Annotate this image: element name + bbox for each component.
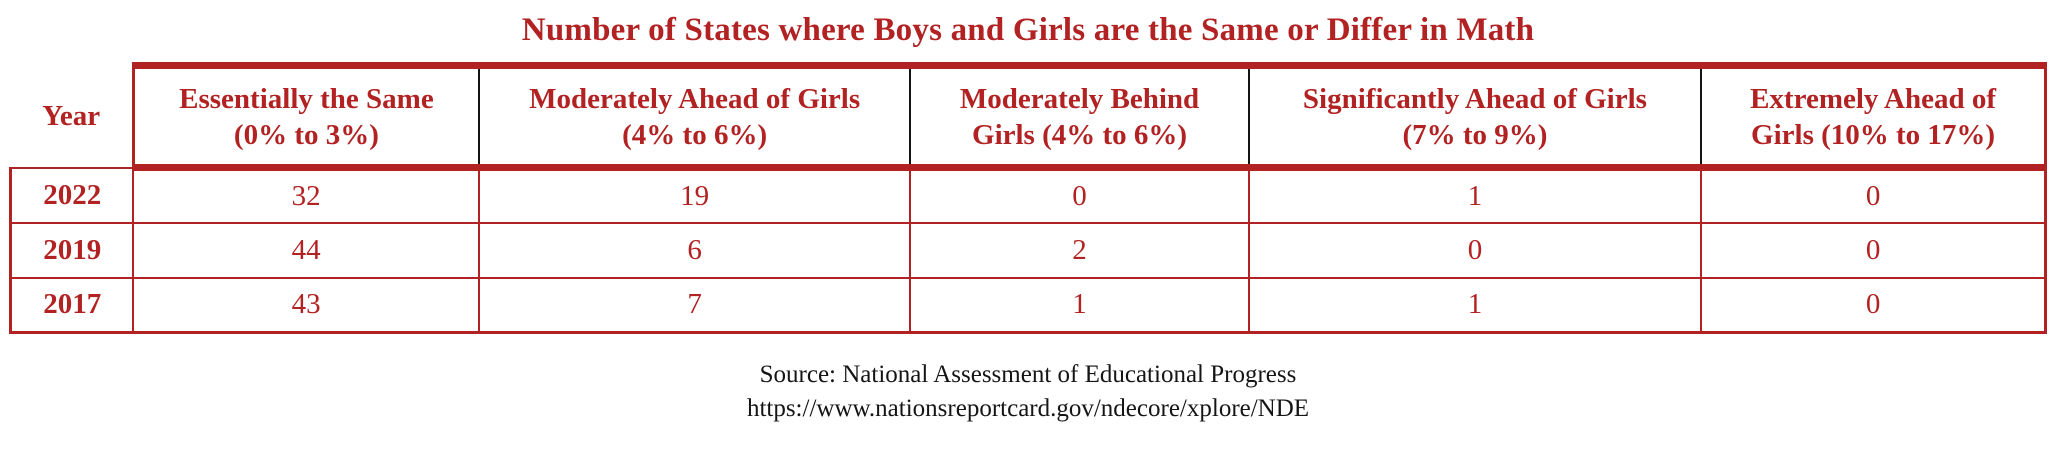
- header-row: Year Essentially the Same (0% to 3%) Mod…: [10, 62, 2048, 171]
- header-line-1: Moderately Behind: [959, 82, 1200, 115]
- table-row-2022: 2022 32 19 0 1 0: [9, 166, 2048, 224]
- table-cell: 0: [1700, 166, 2048, 224]
- table-cell: 44: [132, 221, 480, 279]
- header-line-2: Girls (4% to 6%): [972, 118, 1188, 151]
- table-cell: 32: [132, 166, 480, 224]
- table-cell: 0: [1700, 276, 2048, 334]
- table-row-2019: 2019 44 6 2 0 0: [9, 221, 2048, 279]
- table-cell: 2: [909, 221, 1250, 279]
- source-line: Source: National Assessment of Education…: [759, 361, 1297, 388]
- header-line-2: (4% to 6%): [622, 118, 768, 151]
- data-table: Year Essentially the Same (0% to 3%) Mod…: [9, 62, 2048, 334]
- row-year: 2017: [9, 276, 135, 334]
- table-cell: 19: [477, 166, 912, 224]
- header-line-2: Girls (10% to 17%): [1751, 118, 1996, 151]
- page-title: Number of States where Boys and Girls ar…: [521, 12, 1535, 48]
- source-url: https://www.nationsreportcard.gov/ndecor…: [746, 395, 1310, 422]
- table-cell: 0: [1247, 221, 1703, 279]
- table-cell: 1: [1247, 166, 1703, 224]
- header-line-1: Moderately Ahead of Girls: [529, 82, 861, 115]
- table-cell: 1: [909, 276, 1250, 334]
- table-cell: 0: [909, 166, 1250, 224]
- header-line-1: Extremely Ahead of: [1750, 82, 1997, 115]
- table-cell: 43: [132, 276, 480, 334]
- row-year: 2019: [9, 221, 135, 279]
- column-header-moderately-behind: Moderately Behind Girls (4% to 6%): [909, 62, 1250, 171]
- table-row-2017: 2017 43 7 1 1 0: [9, 276, 2048, 334]
- table-cell: 6: [477, 221, 912, 279]
- header-line-2: (7% to 9%): [1402, 118, 1548, 151]
- table-cell: 7: [477, 276, 912, 334]
- column-header-moderately-ahead: Moderately Ahead of Girls (4% to 6%): [477, 62, 912, 171]
- row-year: 2022: [9, 166, 135, 224]
- header-line-1: Essentially the Same: [179, 82, 434, 115]
- column-header-essentially-the-same: Essentially the Same (0% to 3%): [131, 62, 480, 171]
- header-line-1: Significantly Ahead of Girls: [1302, 82, 1647, 115]
- year-column-header: Year: [10, 65, 134, 168]
- table-cell: 1: [1247, 276, 1703, 334]
- table-cell: 0: [1700, 221, 2048, 279]
- header-line-2: (0% to 3%): [233, 118, 379, 151]
- column-header-extremely-ahead: Extremely Ahead of Girls (10% to 17%): [1700, 62, 2048, 171]
- source-block: Source: National Assessment of Education…: [0, 358, 2056, 426]
- column-header-significantly-ahead: Significantly Ahead of Girls (7% to 9%): [1247, 62, 1703, 171]
